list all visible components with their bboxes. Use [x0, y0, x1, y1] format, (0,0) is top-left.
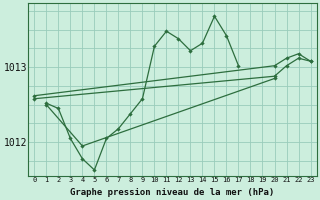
X-axis label: Graphe pression niveau de la mer (hPa): Graphe pression niveau de la mer (hPa) [70, 188, 275, 197]
